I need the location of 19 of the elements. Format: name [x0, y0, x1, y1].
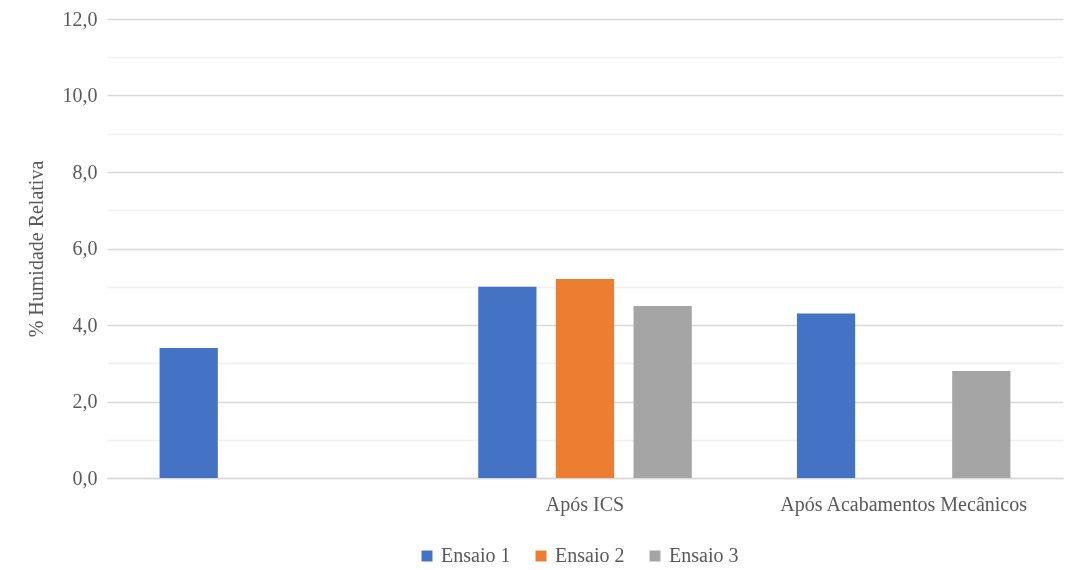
y-tick-label: 12,0	[62, 7, 98, 30]
bar	[159, 347, 218, 478]
legend-label: Ensaio 1	[441, 544, 511, 566]
y-tick-label: 8,0	[72, 160, 98, 183]
x-tick-label: Após Acabamentos Mecânicos	[780, 492, 1028, 516]
bar	[555, 279, 615, 478]
legend-label: Ensaio 2	[555, 544, 625, 566]
y-tick-label: 10,0	[62, 84, 98, 106]
y-tick-label: 6,0	[72, 237, 98, 259]
bar	[796, 313, 856, 478]
bar	[633, 305, 692, 478]
x-tick-label: Após ICS	[545, 492, 625, 516]
y-tick-label: 2,0	[72, 390, 98, 412]
y-tick-label: 4,0	[72, 313, 98, 336]
y-tick-label: 0,0	[72, 466, 98, 489]
legend-label: Ensaio 3	[669, 544, 739, 566]
bar	[952, 370, 1011, 478]
bar	[478, 286, 537, 478]
y-axis-title: % Humidade Relativa	[24, 160, 47, 338]
